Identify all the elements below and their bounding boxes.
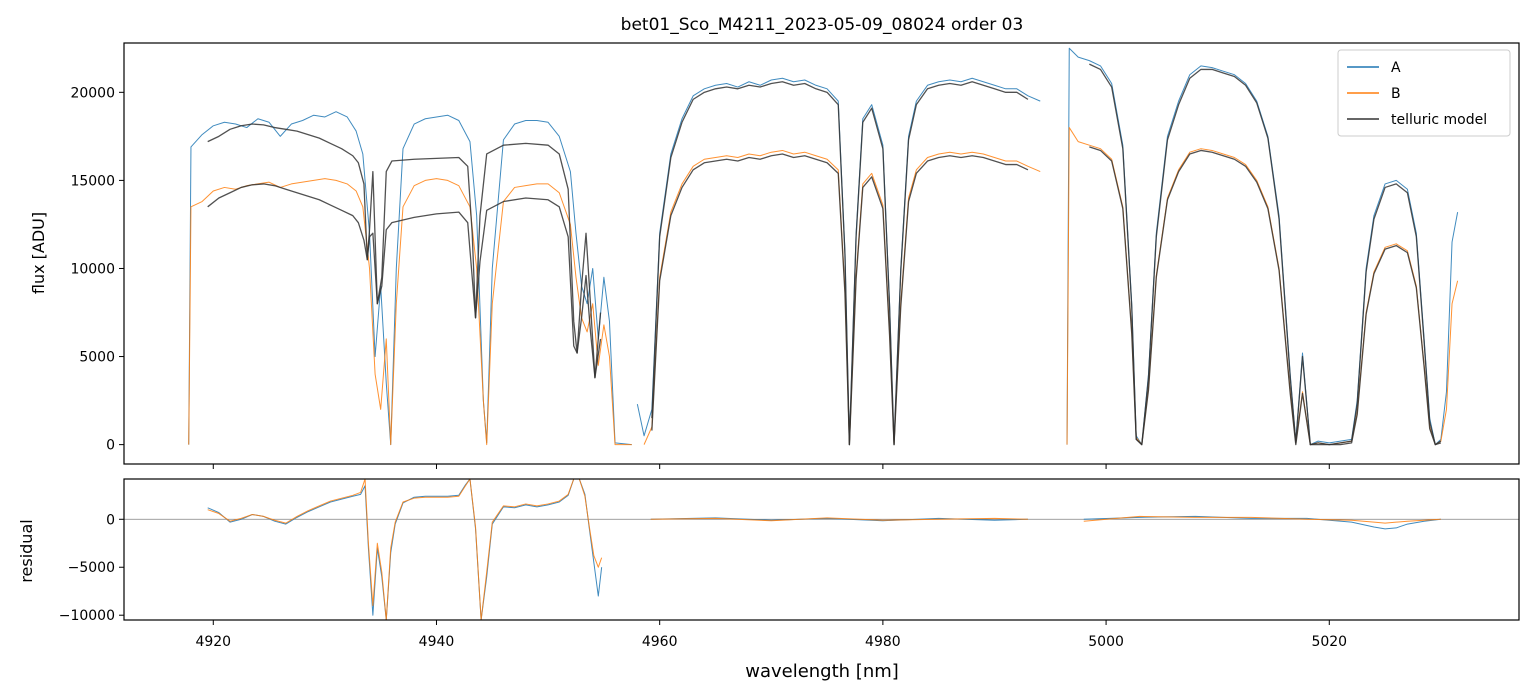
residual-series-a-segment-2 xyxy=(1083,515,1441,530)
residual-ylabel: residual xyxy=(17,519,36,582)
flux-panel: 0 5000 10000 15000 20000 flux [ADU] ABtellur… xyxy=(29,42,1520,469)
residual-series-b-segment-1 xyxy=(650,517,1028,522)
residual-ytick-label-2: −10000 xyxy=(59,608,115,624)
residual-series-a-segment-0 xyxy=(207,479,603,620)
xaxis-label: wavelength [nm] xyxy=(745,661,899,682)
flux-series-telluric-model-segment-0 xyxy=(207,123,602,379)
xtick-label-5: 5020 xyxy=(1311,634,1347,650)
flux-series-a-segment-1 xyxy=(636,77,1041,446)
residual-axes-frame xyxy=(123,478,1520,621)
chart-title: bet01_Sco_M4211_2023-05-09_08024 order 0… xyxy=(621,15,1024,35)
xtick-label-1: 4940 xyxy=(419,634,455,650)
xtick-label-0: 4920 xyxy=(195,634,231,650)
residual-ytick-label-0: 0 xyxy=(106,512,115,528)
flux-series-a-segment-0 xyxy=(188,111,632,446)
residual-series-b-segment-0 xyxy=(207,479,603,620)
flux-series-telluric-model-segment-2 xyxy=(651,81,1029,446)
legend-box xyxy=(1337,49,1511,137)
flux-series-telluric-model-segment-3 xyxy=(651,153,1029,446)
flux-series-b-segment-0 xyxy=(188,178,632,446)
xtick-label-4: 5000 xyxy=(1088,634,1124,650)
flux-series-telluric-model-segment-5 xyxy=(1089,146,1442,446)
flux-ytick-label-4: 20000 xyxy=(70,85,115,101)
flux-axes-frame xyxy=(123,42,1520,465)
flux-ytick-label-3: 15000 xyxy=(70,173,115,189)
legend-label-1: B xyxy=(1391,86,1401,102)
residual-series-b-segment-2 xyxy=(1083,515,1441,524)
flux-series-b-segment-2 xyxy=(1066,127,1459,446)
flux-ytick-label-2: 10000 xyxy=(70,261,115,277)
residual-panel: 0 −5000 −10000 4920 4940 4960 4980 5000 5020 re… xyxy=(17,478,1520,682)
flux-ytick-label-1: 5000 xyxy=(79,350,115,366)
residual-ytick-label-1: −5000 xyxy=(68,560,115,576)
legend-label-2: telluric model xyxy=(1391,112,1487,128)
flux-ylabel: flux [ADU] xyxy=(29,212,48,294)
legend-label-0: A xyxy=(1391,60,1401,76)
flux-ytick-label-0: 0 xyxy=(106,438,115,454)
xtick-label-2: 4960 xyxy=(642,634,678,650)
flux-series-telluric-model-segment-1 xyxy=(207,183,602,379)
xtick-label-3: 4980 xyxy=(865,634,901,650)
